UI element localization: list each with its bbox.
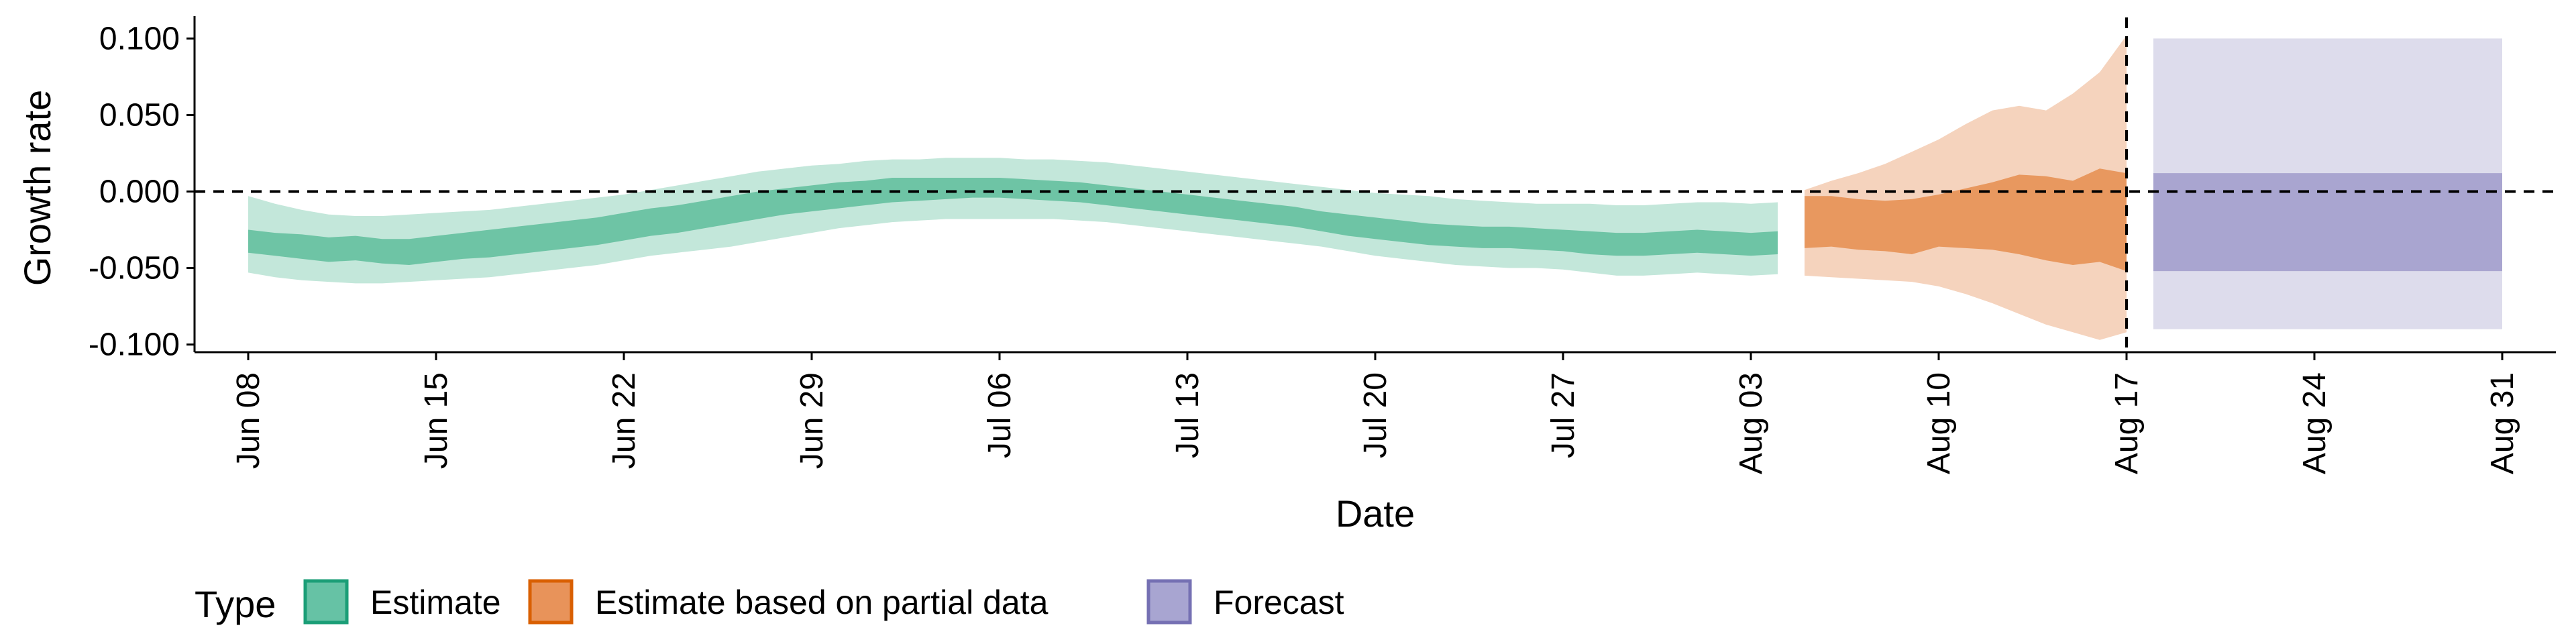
x-tick-label: Jul 27	[1546, 372, 1581, 458]
x-tick-label: Aug 24	[2297, 372, 2332, 474]
legend-key-forecast	[1146, 579, 1192, 625]
x-tick-label: Aug 31	[2485, 372, 2520, 474]
legend-title: Type	[195, 583, 276, 625]
legend-label-estimate: Estimate	[370, 584, 501, 621]
x-tick-label: Aug 03	[1733, 372, 1769, 474]
y-axis-title: Growth rate	[16, 90, 58, 286]
estimate-based-on-partial-data-outer-band	[1805, 35, 2127, 340]
x-tick-label: Jun 29	[794, 372, 830, 469]
x-tick-label: Jun 22	[606, 372, 642, 469]
legend-label-forecast: Forecast	[1214, 584, 1344, 621]
y-tick-label: 0.050	[99, 97, 180, 133]
estimate-outer-band	[248, 158, 1778, 284]
plot-area	[248, 35, 2502, 340]
legend: Type Estimate Estimate based on partial d…	[195, 579, 1344, 625]
x-tick-label: Jun 15	[419, 372, 454, 469]
y-tick-label: -0.050	[89, 251, 180, 286]
y-tick-label: -0.100	[89, 327, 180, 363]
x-tick-label: Jul 13	[1170, 372, 1205, 458]
x-tick-label: Aug 17	[2109, 372, 2145, 474]
forecast-inner-band	[2153, 173, 2502, 272]
legend-key-estimate-based-on-partial-data	[528, 579, 574, 625]
x-tick-label: Jun 08	[231, 372, 266, 469]
axes: 0.100 0.050 0.000 -0.050 -0.100 Jun 08 Jun 15 J…	[89, 16, 2556, 474]
legend-label-estimate-based-on-partial-data: Estimate based on partial data	[595, 584, 1049, 621]
x-axis-title: Date	[1336, 492, 1415, 535]
legend-key-estimate	[303, 579, 349, 625]
estimate-inner-band	[248, 178, 1778, 265]
axis-titles: Date Growth rate	[16, 90, 1415, 535]
x-tick-label: Aug 10	[1921, 372, 1957, 474]
x-tick-label: Jul 20	[1358, 372, 1393, 458]
estimate-based-on-partial-data-inner-band	[1805, 168, 2127, 272]
x-tick-label: Jul 06	[982, 372, 1018, 458]
y-tick-label: 0.000	[99, 174, 180, 209]
y-tick-label: 0.100	[99, 21, 180, 56]
